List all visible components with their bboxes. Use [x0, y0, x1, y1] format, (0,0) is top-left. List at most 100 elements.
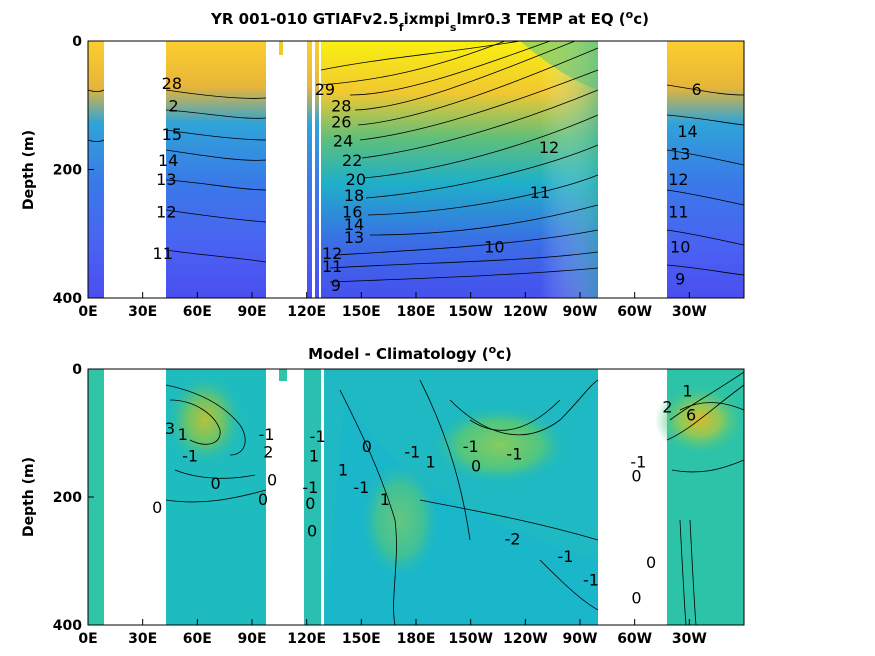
bottom-xtick-label: 60E — [183, 631, 212, 647]
bottom-contour-label: 1 — [309, 447, 319, 466]
top-contour-label: 11 — [668, 202, 688, 221]
bottom-contour-label: 0 — [305, 494, 315, 513]
bottom-xtick-label: 180E — [397, 631, 436, 647]
top-contour-label: 12 — [322, 244, 342, 263]
bottom-contour-label: -2 — [505, 529, 521, 548]
top-contour-label: 18 — [344, 186, 364, 205]
bottom-contour-label: 1 — [338, 460, 348, 479]
top-contour-label: 16 — [342, 202, 362, 221]
top-contour-label: 10 — [484, 238, 504, 257]
bottom-contour-label: 6 — [686, 405, 696, 424]
top-contour-label: 28 — [162, 74, 182, 93]
top-contour-label: 12 — [668, 170, 688, 189]
top-contour-label: 15 — [162, 125, 182, 144]
top-contour-label: 26 — [331, 112, 351, 131]
top-contour-label: 13 — [344, 228, 364, 247]
top-xtick-label: 0E — [78, 304, 97, 320]
bottom-xtick-label: 120E — [287, 631, 326, 647]
top-ylabel: Depth (m) — [21, 130, 37, 210]
bottom-xtick-label: 60W — [617, 631, 652, 647]
top-contour-label: 11 — [153, 244, 173, 263]
top-contour-label: 14 — [344, 215, 364, 234]
bottom-xtick-label: 90W — [563, 631, 598, 647]
top-contour-label: 9 — [331, 276, 341, 295]
bottom-xtick-label: 30W — [672, 631, 707, 647]
bottom-contour-label: 2 — [263, 443, 273, 462]
bottom-contour-label: -1 — [583, 571, 599, 590]
bottom-xtick-label: 120W — [503, 631, 548, 647]
bottom-contour-label: -1 — [302, 478, 318, 497]
top-xtick-label: 150W — [448, 304, 493, 320]
top-xtick-label: 120E — [287, 304, 326, 320]
bottom-contours — [165, 371, 745, 626]
top-xtick-label: 180E — [397, 304, 436, 320]
top-contour-label: 14 — [677, 122, 697, 141]
top-contour-labels: 2821514131211292826242220181614131211912… — [153, 74, 702, 295]
bottom-contour-label: 2 — [662, 397, 672, 416]
top-contour-label: 24 — [333, 132, 353, 151]
bottom-contour-label: 1 — [380, 490, 390, 509]
bottom-contour-label: -1 — [557, 547, 573, 566]
bottom-contour-label: -1 — [182, 447, 198, 466]
bottom-contour-label: -1 — [404, 443, 420, 462]
bottom-contour-label: 1 — [425, 453, 435, 472]
bottom-contour-label: -1 — [259, 425, 275, 444]
bottom-contour-label: 0 — [210, 474, 220, 493]
top-ytick-label: 200 — [53, 163, 82, 179]
bottom-xtick-label: 150W — [448, 631, 493, 647]
bottom-contour-label: -1 — [506, 445, 522, 464]
bottom-contour-label: 0 — [267, 470, 277, 489]
top-ytick-label: 0 — [72, 34, 82, 50]
top-xtick-label: 90E — [237, 304, 266, 320]
bottom-title: Model - Climatology (oc) — [308, 343, 512, 364]
top-contour-label: 22 — [342, 151, 362, 170]
bottom-axis-ticks: 0E 30E 60E 90E 120E 150E 180E 150W 120W 90W 60W 30W… — [53, 362, 707, 647]
top-xtick-label: 60W — [617, 304, 652, 320]
bottom-xtick-label: 30E — [128, 631, 157, 647]
top-contour-label: 29 — [315, 80, 335, 99]
bottom-contour-label: 0 — [307, 521, 317, 540]
top-axis-ticks: 0E 30E 60E 90E 120E 150E 180E 150W 120W 90W 60W 30W… — [53, 34, 707, 320]
bottom-contour-label: 1 — [178, 425, 188, 444]
top-contour-label: 20 — [346, 170, 366, 189]
bottom-heatmap — [88, 369, 745, 625]
bottom-contour-label: -1 — [310, 427, 326, 446]
bottom-ytick-label: 400 — [53, 618, 82, 634]
top-xtick-label: 90W — [563, 304, 598, 320]
top-xtick-label: 120W — [503, 304, 548, 320]
bottom-xtick-label: 150E — [342, 631, 381, 647]
bottom-contour-label: 0 — [152, 498, 162, 517]
bottom-contour-label: 0 — [258, 490, 268, 509]
bottom-contour-label: 0 — [471, 456, 481, 475]
bottom-ytick-label: 0 — [72, 362, 82, 378]
top-contour-label: 14 — [158, 151, 178, 170]
bottom-contour-label: 0 — [362, 437, 372, 456]
top-title: YR 001-010 GTIAFv2.5fixmpislmr0.3 TEMP a… — [210, 8, 649, 34]
bottom-contour-label: 3 — [165, 419, 175, 438]
top-contour-label: 9 — [675, 270, 685, 289]
bottom-xtick-label: 90E — [237, 631, 266, 647]
bottom-ytick-label: 200 — [53, 490, 82, 506]
bottom-contour-label: -1 — [463, 437, 479, 456]
top-contour-label: 13 — [670, 144, 690, 163]
bottom-xtick-label: 0E — [78, 631, 97, 647]
top-heatmap — [88, 41, 744, 298]
bottom-contour-label: -1 — [630, 453, 646, 472]
top-xtick-label: 30W — [672, 304, 707, 320]
bottom-contour-label: -1 — [353, 478, 369, 497]
top-xtick-label: 30E — [128, 304, 157, 320]
top-contour-label: 12 — [156, 202, 176, 221]
top-contour-label: 11 — [322, 257, 342, 276]
bottom-contour-label: 0 — [646, 553, 656, 572]
bottom-contour-label: 0 — [631, 588, 641, 607]
top-ytick-label: 400 — [53, 291, 82, 307]
top-xtick-label: 150E — [342, 304, 381, 320]
top-contour-label: 13 — [156, 170, 176, 189]
top-contour-label: 2 — [169, 96, 179, 115]
top-contours — [87, 40, 745, 283]
bottom-contour-label: 0 — [631, 466, 641, 485]
top-contour-label: 28 — [331, 96, 351, 115]
top-xtick-label: 60E — [183, 304, 212, 320]
